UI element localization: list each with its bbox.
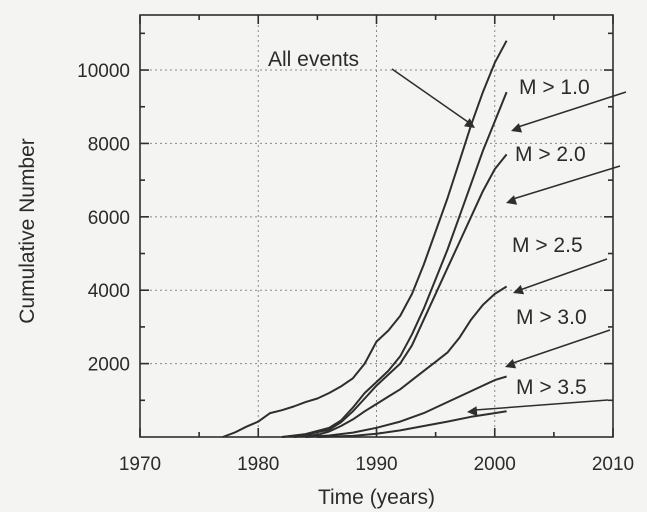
annotation-label: M > 1.0 xyxy=(519,76,590,99)
annotation-arrowhead xyxy=(464,118,475,128)
series-line-m-3-0 xyxy=(305,375,507,438)
x-tick-label: 1990 xyxy=(355,454,397,475)
annotation-all-events: All events xyxy=(268,48,475,128)
x-tick-label: 1970 xyxy=(119,454,161,475)
x-tick-label: 2000 xyxy=(474,454,516,475)
annotation-arrow-line xyxy=(474,399,609,411)
annotation-m-3-0: M > 3.0 xyxy=(505,306,611,369)
annotation-m-3-5: M > 3.5 xyxy=(467,376,609,417)
y-tick-labels: 2000 4000 6000 8000 10000 xyxy=(77,61,130,376)
annotation-m-1-0: M > 1.0 xyxy=(511,76,627,133)
y-tick-label: 10000 xyxy=(77,61,130,82)
x-axis-label: Time (years) xyxy=(318,486,435,509)
annotation-arrow-line xyxy=(512,329,611,364)
x-tick-labels: 1970 1980 1990 2000 2010 xyxy=(119,454,634,475)
y-tick-label: 8000 xyxy=(88,134,130,155)
grid-lines xyxy=(140,15,613,437)
y-tick-label: 2000 xyxy=(88,355,130,376)
annotation-arrowhead xyxy=(506,195,518,205)
series-line-m-1-0 xyxy=(281,91,508,438)
annotation-arrow-line xyxy=(512,165,621,200)
series-lines xyxy=(222,40,508,438)
annotation-label: M > 3.0 xyxy=(516,306,587,329)
y-tick-label: 6000 xyxy=(88,208,130,229)
series-line-all-events xyxy=(222,40,508,438)
annotation-arrow-line xyxy=(519,258,608,291)
annotation-arrow-line xyxy=(517,91,627,128)
series-line-m-3-5 xyxy=(317,410,507,438)
annotation-arrow-line xyxy=(391,68,469,123)
annotation-label: M > 2.0 xyxy=(515,143,586,166)
annotation-arrowhead xyxy=(505,359,517,369)
series-line-m-2-5 xyxy=(293,285,508,438)
axis-ticks xyxy=(139,15,614,437)
annotation-arrowhead xyxy=(467,406,478,417)
annotation-label: M > 2.5 xyxy=(512,234,583,257)
annotation-m-2-0: M > 2.0 xyxy=(506,143,621,205)
y-tick-label: 4000 xyxy=(88,281,130,302)
series-line-m-2-0 xyxy=(281,153,508,438)
x-tick-label: 2010 xyxy=(592,454,634,475)
annotation-arrowhead xyxy=(511,123,523,133)
annotations: All events M > 1.0 M > 2.0 M > 2.5 M > 3.0 M … xyxy=(268,48,627,417)
annotation-label: M > 3.5 xyxy=(516,376,587,399)
y-axis-label: Cumulative Number xyxy=(16,138,39,324)
annotation-arrowhead xyxy=(513,284,525,295)
x-tick-label: 1980 xyxy=(237,454,279,475)
annotation-label: All events xyxy=(268,48,359,71)
annotation-m-2-5: M > 2.5 xyxy=(512,234,608,295)
